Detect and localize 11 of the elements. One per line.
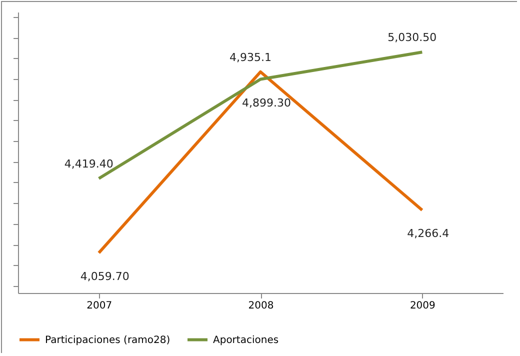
data-label: 4,419.40: [64, 157, 114, 170]
x-tick-label: 2007: [86, 300, 112, 312]
data-label: 4,059.70: [80, 270, 130, 283]
x-tick-label: 2009: [410, 300, 436, 312]
data-label: 5,030.50: [388, 31, 437, 44]
data-label: 4,266.4: [407, 227, 450, 240]
x-tick-label: 2008: [248, 300, 274, 312]
legend-label: Aportaciones: [213, 334, 279, 346]
data-label: 4,899.30: [242, 96, 291, 110]
data-label: 4,935.1: [230, 50, 272, 64]
legend-label: Participaciones (ramo28): [45, 334, 170, 346]
